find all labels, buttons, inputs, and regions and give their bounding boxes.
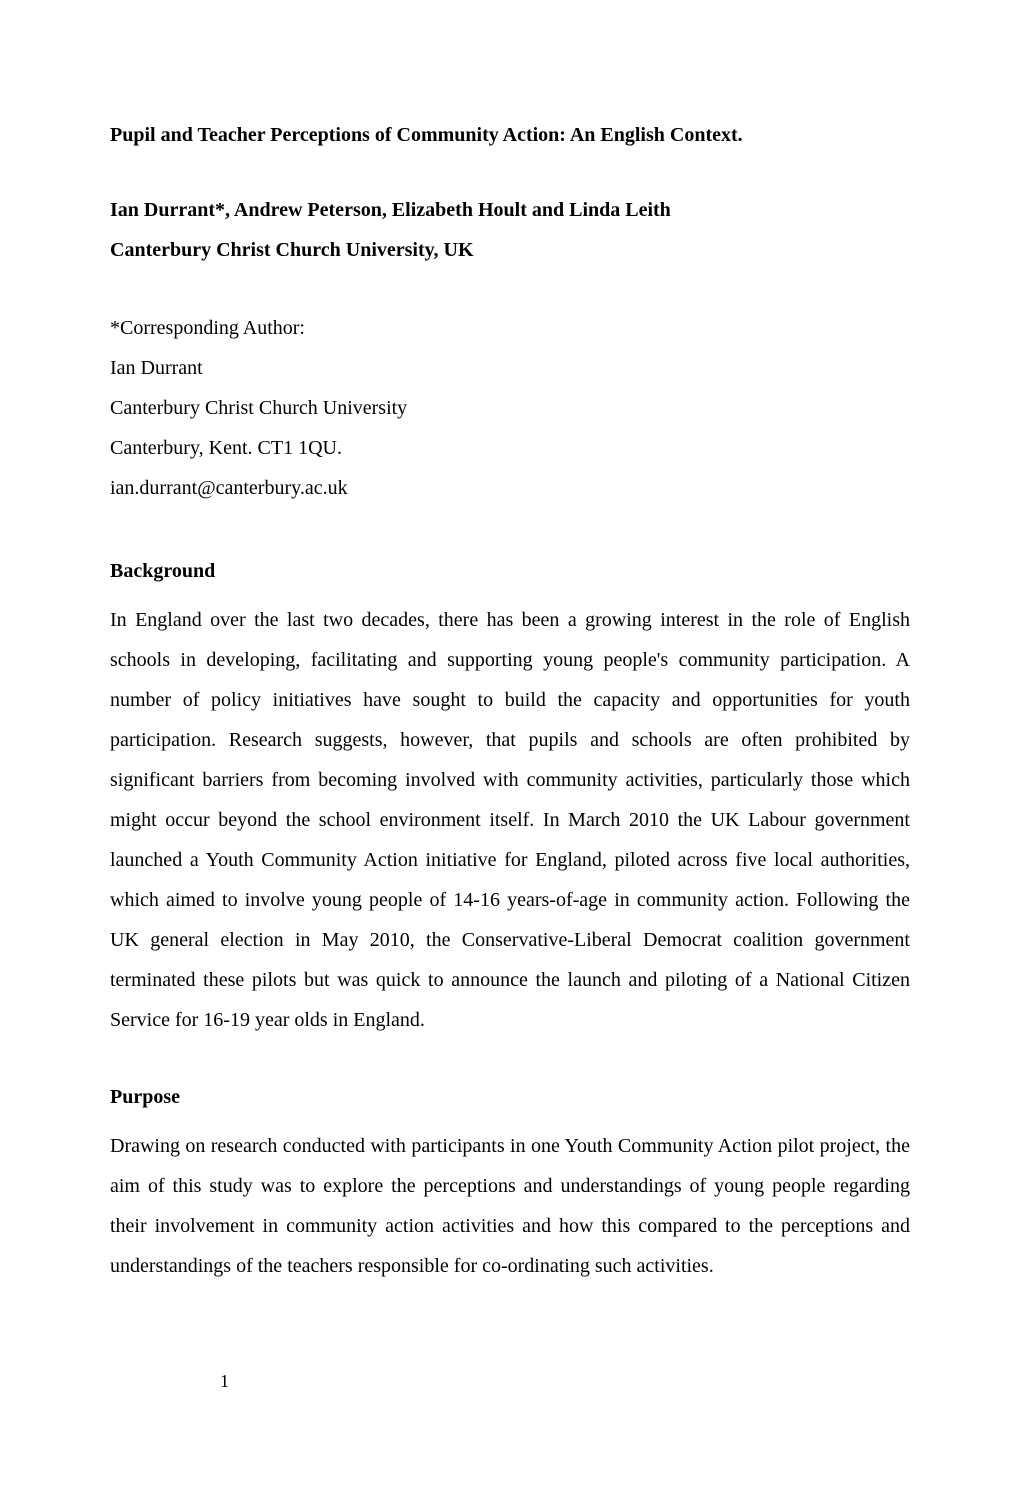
corresponding-institution: Canterbury Christ Church University xyxy=(110,388,910,428)
authors-block: Ian Durrant*, Andrew Peterson, Elizabeth… xyxy=(110,190,910,270)
corresponding-email: ian.durrant@canterbury.ac.uk xyxy=(110,468,910,508)
authors-line: Ian Durrant*, Andrew Peterson, Elizabeth… xyxy=(110,190,910,230)
affiliation: Canterbury Christ Church University, UK xyxy=(110,230,910,270)
corresponding-label: *Corresponding Author: xyxy=(110,308,910,348)
section-body-purpose: Drawing on research conducted with parti… xyxy=(110,1126,910,1286)
section-body-background: In England over the last two decades, th… xyxy=(110,600,910,1040)
corresponding-author-block: *Corresponding Author: Ian Durrant Cante… xyxy=(110,308,910,508)
page-number: 1 xyxy=(220,1368,229,1395)
paper-title: Pupil and Teacher Perceptions of Communi… xyxy=(110,120,910,150)
corresponding-address: Canterbury, Kent. CT1 1QU. xyxy=(110,428,910,468)
corresponding-name: Ian Durrant xyxy=(110,348,910,388)
section-heading-purpose: Purpose xyxy=(110,1082,910,1112)
section-heading-background: Background xyxy=(110,556,910,586)
